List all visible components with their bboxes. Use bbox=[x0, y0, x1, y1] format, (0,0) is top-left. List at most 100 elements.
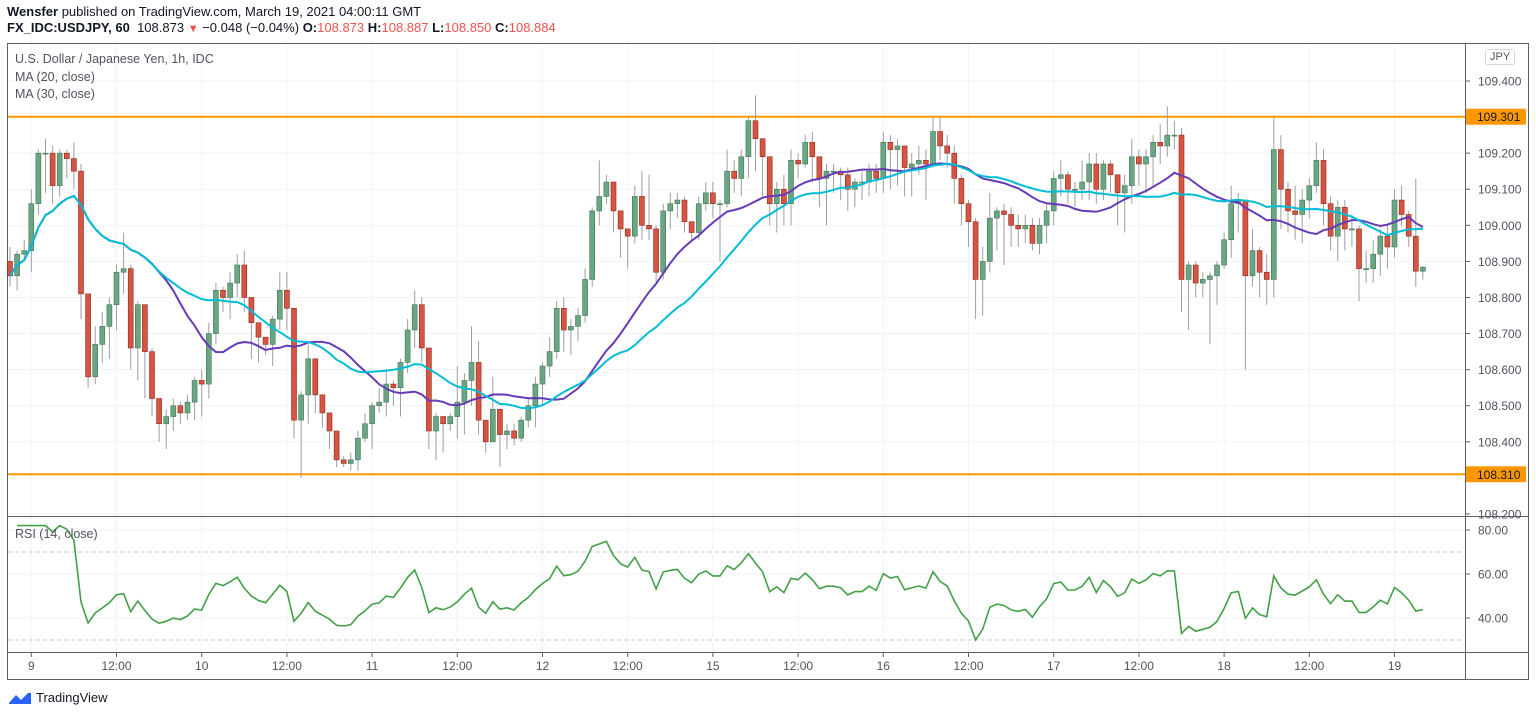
axes: 109.301 108.310 109.400 109.200 109.100 109.0… bbox=[8, 44, 1528, 680]
candle-down bbox=[482, 419, 489, 453]
price-tick-label: 108.800 bbox=[1478, 291, 1522, 305]
candle-body bbox=[291, 308, 297, 421]
candle-body bbox=[766, 156, 773, 204]
candle-down bbox=[1278, 135, 1284, 229]
candle-up bbox=[269, 315, 276, 367]
time-tick-label: 12:00 bbox=[1124, 659, 1154, 673]
candle-up bbox=[908, 153, 915, 197]
level-price-tag bbox=[1466, 466, 1526, 483]
author-name[interactable]: Wensfer bbox=[7, 4, 59, 19]
ma30-legend[interactable]: MA (30, close) bbox=[15, 87, 95, 101]
candle-body bbox=[1143, 156, 1149, 165]
candle-up bbox=[986, 192, 993, 273]
candle-body bbox=[809, 142, 816, 158]
candle-body bbox=[1036, 225, 1043, 244]
candle-down bbox=[156, 398, 162, 442]
candle-body bbox=[1129, 156, 1135, 186]
candle-body bbox=[610, 181, 617, 212]
candle-up bbox=[362, 412, 368, 442]
candle-up bbox=[1086, 153, 1092, 201]
candle-down bbox=[639, 171, 645, 240]
candle-body bbox=[433, 416, 439, 432]
candle-up bbox=[42, 138, 49, 193]
ma30-line bbox=[9, 162, 1423, 410]
candle-body bbox=[1256, 250, 1263, 273]
candle-body bbox=[511, 430, 517, 439]
candle-down bbox=[177, 402, 184, 424]
time-tick-label: 17 bbox=[1047, 659, 1061, 673]
candle-down bbox=[1001, 203, 1007, 266]
candle-down bbox=[1136, 149, 1142, 186]
candle-body bbox=[1200, 279, 1206, 284]
candle-body bbox=[1015, 225, 1022, 230]
moving-averages bbox=[9, 162, 1424, 410]
candle-up bbox=[433, 412, 439, 460]
candle-body bbox=[979, 261, 986, 280]
candle-up bbox=[660, 203, 667, 280]
tradingview-logo[interactable]: TradingView bbox=[8, 690, 108, 705]
candle-body bbox=[149, 351, 155, 399]
candle-down bbox=[781, 174, 787, 226]
rsi-legend[interactable]: RSI (14, close) bbox=[15, 527, 98, 541]
candle-body bbox=[560, 308, 567, 331]
candle-body bbox=[1185, 264, 1192, 280]
candle-down bbox=[610, 181, 617, 233]
publish-text: published on TradingView.com, March 19, … bbox=[61, 4, 422, 19]
candle-body bbox=[355, 437, 361, 461]
candle-body bbox=[497, 409, 503, 435]
candle-up bbox=[1271, 117, 1277, 298]
candle-down bbox=[1093, 153, 1100, 204]
candle-body bbox=[1150, 142, 1156, 158]
candle-down bbox=[972, 218, 979, 320]
candle-body bbox=[717, 203, 723, 205]
chart-frame bbox=[7, 43, 1529, 680]
candle-body bbox=[1086, 163, 1092, 183]
candle-body bbox=[816, 156, 823, 179]
currency-badge[interactable]: JPY bbox=[1485, 49, 1516, 65]
candle-up bbox=[1334, 200, 1341, 262]
candle-body bbox=[347, 459, 354, 464]
candle-body bbox=[177, 405, 184, 414]
candle-up bbox=[206, 322, 212, 399]
candle-body bbox=[795, 160, 801, 165]
candle-body bbox=[1320, 160, 1327, 204]
candle-up bbox=[504, 423, 510, 450]
candle-up bbox=[667, 192, 674, 229]
price-tick-label: 109.400 bbox=[1478, 75, 1522, 89]
candle-body bbox=[1065, 174, 1071, 190]
candle-body bbox=[191, 380, 198, 403]
brand-name: TradingView bbox=[36, 690, 108, 705]
rsi-pane bbox=[17, 524, 1424, 642]
candle-up bbox=[745, 117, 752, 179]
candle-up bbox=[120, 232, 127, 294]
candle-body bbox=[1342, 206, 1348, 230]
time-tick-label: 12:00 bbox=[613, 659, 643, 673]
candle-down bbox=[1263, 254, 1270, 305]
level-price-label: 109.301 bbox=[1477, 110, 1521, 124]
candle-up bbox=[106, 297, 113, 359]
candle-body bbox=[532, 383, 539, 407]
ma20-legend[interactable]: MA (20, close) bbox=[15, 70, 95, 84]
candle-body bbox=[241, 264, 248, 298]
candle-down bbox=[497, 409, 503, 468]
candle-body bbox=[142, 304, 148, 352]
candle-up bbox=[1079, 160, 1085, 201]
candle-body bbox=[1100, 163, 1107, 190]
candle-up bbox=[1377, 228, 1384, 276]
candle-body bbox=[234, 264, 240, 284]
candle-up bbox=[1150, 135, 1156, 186]
time-tick-label: 10 bbox=[195, 659, 209, 673]
candle-up bbox=[99, 311, 106, 363]
candle-down bbox=[1029, 218, 1036, 251]
candle-body bbox=[525, 405, 532, 421]
candle-body bbox=[312, 358, 319, 396]
candle-body bbox=[915, 160, 922, 165]
candle-body bbox=[688, 221, 695, 233]
time-tick-label: 16 bbox=[877, 659, 891, 673]
candle-body bbox=[42, 152, 49, 155]
candle-up bbox=[170, 398, 177, 431]
candle-body bbox=[603, 181, 610, 197]
candle-down bbox=[560, 297, 567, 352]
candle-body bbox=[1107, 163, 1114, 176]
